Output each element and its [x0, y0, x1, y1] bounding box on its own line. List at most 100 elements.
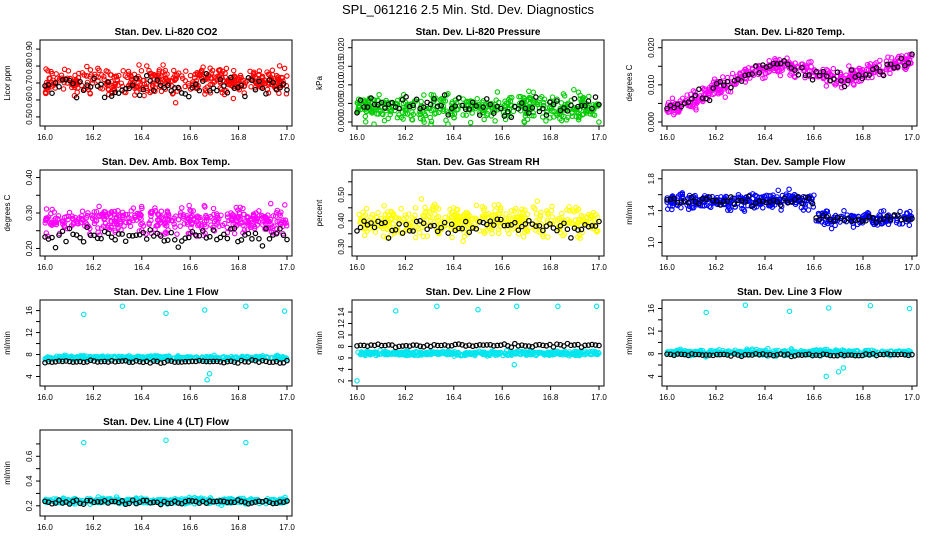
- y-tick-label: 4: [647, 374, 656, 379]
- data-point: [891, 61, 898, 67]
- reference-point: [238, 82, 245, 89]
- reference-point: [185, 234, 192, 241]
- y-tick-label: 14: [337, 307, 346, 316]
- data-point: [692, 105, 699, 111]
- data-point: [520, 233, 527, 240]
- reference-point: [575, 341, 581, 348]
- data-point: [530, 204, 537, 210]
- reference-point: [902, 62, 908, 69]
- reference-point: [831, 218, 837, 224]
- reference-point: [490, 343, 497, 349]
- outlier-point: [206, 371, 213, 377]
- reference-point: [568, 235, 574, 241]
- y-axis-label: ml/min: [625, 331, 634, 355]
- x-tick-label: 16.0: [37, 523, 53, 532]
- outlier-point: [555, 303, 561, 310]
- data-point: [854, 221, 861, 228]
- data-point: [91, 220, 98, 227]
- reference-point: [371, 101, 378, 108]
- data-point: [155, 222, 161, 229]
- data-point: [742, 66, 748, 73]
- data-point: [183, 68, 189, 74]
- data-point: [381, 117, 388, 124]
- reference-point: [207, 88, 213, 94]
- reference-point: [431, 96, 437, 102]
- data-point: [452, 351, 459, 357]
- data-point: [446, 212, 453, 219]
- reference-point: [767, 351, 773, 358]
- x-tick-label: 16.8: [231, 393, 247, 402]
- data-point: [258, 215, 265, 221]
- reference-point: [589, 105, 595, 112]
- data-point: [92, 218, 98, 224]
- reference-point: [717, 78, 724, 85]
- data-point: [174, 231, 180, 237]
- y-tick-label: 0.6: [25, 450, 34, 462]
- outlier-point: [742, 302, 749, 308]
- outlier-point: [434, 303, 440, 310]
- reference-point: [568, 102, 574, 109]
- data-point: [202, 91, 208, 97]
- data-point: [415, 225, 422, 232]
- data-point: [523, 110, 529, 117]
- reference-point: [56, 83, 62, 90]
- reference-point: [270, 359, 276, 365]
- data-point: [766, 65, 772, 72]
- data-point: [237, 72, 244, 79]
- data-point: [443, 92, 450, 98]
- data-point: [112, 82, 118, 88]
- data-point: [65, 213, 72, 219]
- reference-point: [781, 58, 787, 64]
- reference-point: [533, 94, 539, 100]
- data-point: [806, 59, 812, 65]
- data-point: [152, 205, 158, 211]
- reference-point: [476, 218, 483, 225]
- data-point: [234, 215, 240, 221]
- reference-point: [108, 234, 115, 240]
- y-tick-label: 0.70: [25, 75, 34, 91]
- data-point: [505, 351, 512, 357]
- data-point: [141, 92, 147, 99]
- reference-point: [210, 85, 217, 91]
- reference-point: [396, 221, 402, 227]
- y-tick-label: 10: [337, 330, 346, 339]
- data-point: [907, 57, 913, 63]
- reference-point: [877, 217, 883, 223]
- panel-title: Stan. Dev. Li-820 Temp.: [734, 27, 845, 38]
- data-point: [837, 69, 843, 76]
- reference-point: [749, 71, 756, 77]
- reference-point: [891, 65, 898, 71]
- data-point: [132, 212, 138, 219]
- y-tick-label: 0.4: [25, 475, 34, 487]
- data-point: [753, 348, 759, 355]
- reference-point: [140, 359, 147, 366]
- data-point: [886, 66, 893, 72]
- data-point: [473, 202, 480, 209]
- data-point: [747, 192, 753, 199]
- data-point: [185, 215, 192, 221]
- data-point: [541, 96, 548, 102]
- data-point: [264, 69, 270, 75]
- data-point: [60, 86, 67, 92]
- data-point: [207, 65, 213, 71]
- reference-point: [252, 230, 259, 237]
- reference-point: [410, 228, 416, 234]
- reference-point: [561, 105, 567, 111]
- reference-point: [816, 72, 823, 79]
- outlier-point: [593, 303, 600, 310]
- data-point: [87, 225, 93, 232]
- reference-point: [497, 105, 504, 112]
- data-point: [430, 98, 437, 105]
- reference-point: [480, 342, 487, 348]
- reference-point: [161, 238, 168, 244]
- data-point: [374, 111, 380, 117]
- reference-point: [119, 231, 125, 237]
- reference-point: [550, 101, 557, 108]
- reference-point: [483, 342, 490, 348]
- reference-point: [550, 344, 557, 350]
- data-point: [574, 207, 580, 214]
- reference-point: [368, 342, 374, 348]
